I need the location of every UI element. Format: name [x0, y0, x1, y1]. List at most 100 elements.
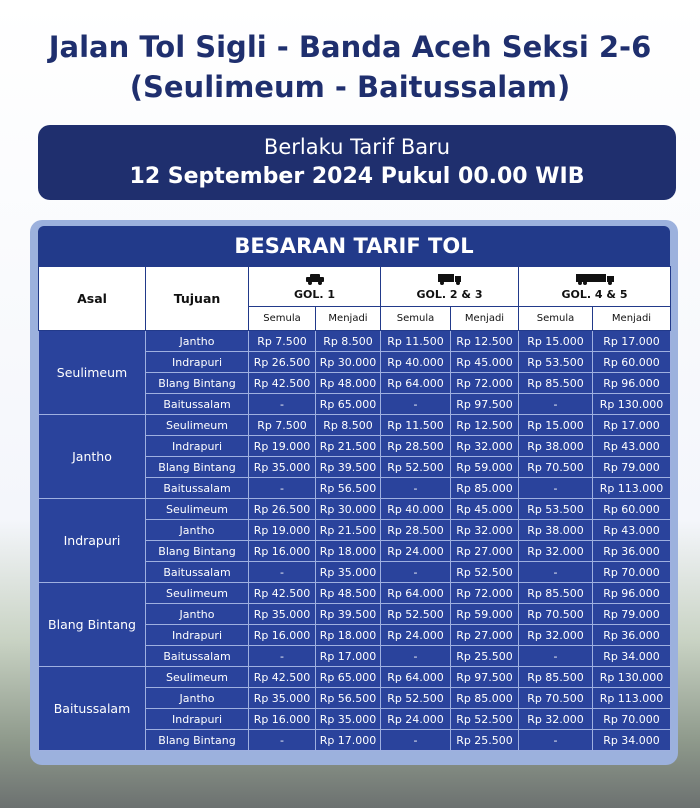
- tariff-cell: Rp 21.500: [315, 435, 381, 457]
- destination-cell: Baitussalam: [145, 393, 249, 415]
- tariff-cell: Rp 35.000: [248, 456, 316, 478]
- tariff-cell: Rp 36.000: [592, 540, 671, 562]
- tariff-cell: Rp 70.000: [592, 708, 671, 730]
- body-row: Indrapuri Rp 19.000 Rp 21.500 Rp 28.500 Rp 3…: [39, 435, 671, 457]
- tariff-cell: Rp 65.000: [315, 666, 381, 688]
- truck-icon: [437, 273, 461, 285]
- tariff-cell: Rp 97.500: [450, 393, 519, 415]
- tariff-cell: Rp 70.500: [518, 456, 593, 478]
- tariff-cell: Rp 72.000: [450, 372, 519, 394]
- destination-cell: Indrapuri: [145, 435, 249, 457]
- tariff-cell: -: [248, 561, 316, 583]
- subheader-cell: Semula: [248, 306, 316, 331]
- origin-cell: Jantho: [38, 414, 146, 499]
- tariff-cell: Rp 96.000: [592, 582, 671, 604]
- tariff-cell: Rp 21.500: [315, 519, 381, 541]
- origin-cell: Indrapuri: [38, 498, 146, 583]
- body-row: Jantho Rp 19.000 Rp 21.500 Rp 28.500 Rp 32.0…: [39, 519, 671, 541]
- banner-line: 12 September 2024 Pukul 00.00 WIB: [129, 164, 585, 189]
- tariff-cell: Rp 42.500: [248, 372, 316, 394]
- tariff-cell: Rp 52.500: [450, 561, 519, 583]
- tariff-cell: Rp 11.500: [380, 414, 451, 436]
- tariff-cell: Rp 32.000: [450, 519, 519, 541]
- tariff-cell: Rp 24.000: [380, 624, 451, 646]
- tariff-cell: Rp 130.000: [592, 393, 671, 415]
- tariff-cell: Rp 64.000: [380, 582, 451, 604]
- tariff-cell: Rp 26.500: [248, 351, 316, 373]
- tariff-cell: Rp 15.000: [518, 414, 593, 436]
- class-header: GOL. 1: [248, 266, 381, 307]
- subheader-cell: Semula: [518, 306, 593, 331]
- destination-cell: Blang Bintang: [145, 372, 249, 394]
- tariff-cell: Rp 130.000: [592, 666, 671, 688]
- tariff-cell: Rp 85.500: [518, 666, 593, 688]
- tariff-cell: Rp 34.000: [592, 645, 671, 667]
- tariff-cell: -: [380, 477, 451, 499]
- tariff-cell: Rp 15.000: [518, 330, 593, 352]
- tariff-cell: Rp 34.000: [592, 729, 671, 751]
- tariff-cell: Rp 65.000: [315, 393, 381, 415]
- header-row: Semula Menjadi Semula Menjadi Semula Menjadi: [39, 306, 671, 331]
- destination-cell: Seulimeum: [145, 666, 249, 688]
- destination-cell: Indrapuri: [145, 351, 249, 373]
- trailer-icon: [575, 273, 614, 285]
- table-body: Seulimeum Jantho Rp 7.500 Rp 8.500 Rp 11.500…: [38, 330, 671, 751]
- tariff-cell: Rp 79.000: [592, 456, 671, 478]
- tariff-cell: Rp 48.500: [315, 582, 381, 604]
- tariff-cell: Rp 64.000: [380, 666, 451, 688]
- body-row: Blang Bintang Rp 16.000 Rp 18.000 Rp 24.000…: [39, 540, 671, 562]
- tariff-cell: Rp 35.000: [248, 687, 316, 709]
- tariff-cell: Rp 17.000: [315, 645, 381, 667]
- tariff-cell: -: [380, 645, 451, 667]
- tariff-cell: Rp 40.000: [380, 498, 451, 520]
- banner-line: Berlaku Tarif Baru: [263, 135, 451, 159]
- table-title: BESARAN TARIF TOL: [38, 226, 670, 266]
- tariff-table: Asal Tujuan GOL. 1 GOL. 2 & 3 GOL. 4 & 5 Semu…: [38, 266, 671, 751]
- body-row: Blang Bintang Seulimeum Rp 42.500 Rp 48.500…: [38, 582, 671, 667]
- tariff-cell: Rp 8.500: [315, 330, 381, 352]
- destination-cell: Baitussalam: [145, 561, 249, 583]
- banner: Berlaku Tarif Baru 12 September 2024 Puk…: [38, 125, 676, 200]
- tariff-cell: Rp 12.500: [450, 330, 519, 352]
- tariff-cell: Rp 25.500: [450, 729, 519, 751]
- tariff-cell: Rp 97.500: [450, 666, 519, 688]
- car-icon: [305, 273, 324, 285]
- subheader-cell: Semula: [380, 306, 451, 331]
- body-row: Jantho Seulimeum Rp 7.500 Rp 8.500 Rp 11.500…: [38, 414, 671, 499]
- body-row: Baitussalam - Rp 35.000- Rp 52.500- Rp 70.00…: [39, 561, 671, 583]
- tariff-cell: -: [248, 729, 316, 751]
- body-row: Jantho Rp 35.000 Rp 56.500 Rp 52.500 Rp 85.0…: [39, 687, 671, 709]
- tariff-cell: Rp 35.000: [315, 561, 381, 583]
- tariff-cell: Rp 42.500: [248, 582, 316, 604]
- tariff-cell: Rp 32.000: [518, 624, 593, 646]
- tariff-cell: -: [518, 645, 593, 667]
- destination-cell: Blang Bintang: [145, 729, 249, 751]
- destination-cell: Seulimeum: [145, 582, 249, 604]
- tariff-cell: Rp 19.000: [248, 435, 316, 457]
- tariff-cell: Rp 52.500: [380, 603, 451, 625]
- tariff-cell: Rp 59.000: [450, 603, 519, 625]
- tariff-cell: Rp 85.000: [450, 687, 519, 709]
- tariff-cell: -: [248, 645, 316, 667]
- subheader-cell: Menjadi: [592, 306, 671, 331]
- class-label: GOL. 1: [293, 287, 336, 301]
- tariff-cell: Rp 60.000: [592, 498, 671, 520]
- destination-cell: Seulimeum: [145, 414, 249, 436]
- tariff-cell: -: [518, 477, 593, 499]
- tariff-cell: -: [518, 561, 593, 583]
- tariff-cell: Rp 35.000: [315, 708, 381, 730]
- destination-cell: Blang Bintang: [145, 540, 249, 562]
- tariff-cell: Rp 52.500: [450, 708, 519, 730]
- destination-cell: Seulimeum: [145, 498, 249, 520]
- tariff-cell: Rp 53.500: [518, 498, 593, 520]
- tariff-cell: Rp 28.500: [380, 519, 451, 541]
- destination-cell: Jantho: [145, 687, 249, 709]
- body-row: Seulimeum Jantho Rp 7.500 Rp 8.500 Rp 11.500…: [38, 330, 671, 415]
- destination-cell: Baitussalam: [145, 645, 249, 667]
- tariff-cell: Rp 42.500: [248, 666, 316, 688]
- tariff-cell: Rp 53.500: [518, 351, 593, 373]
- tariff-cell: Rp 28.500: [380, 435, 451, 457]
- tariff-cell: Rp 43.000: [592, 435, 671, 457]
- tariff-cell: Rp 17.000: [315, 729, 381, 751]
- body-row: Baitussalam - Rp 17.000- Rp 25.500- Rp 34.00…: [39, 645, 671, 667]
